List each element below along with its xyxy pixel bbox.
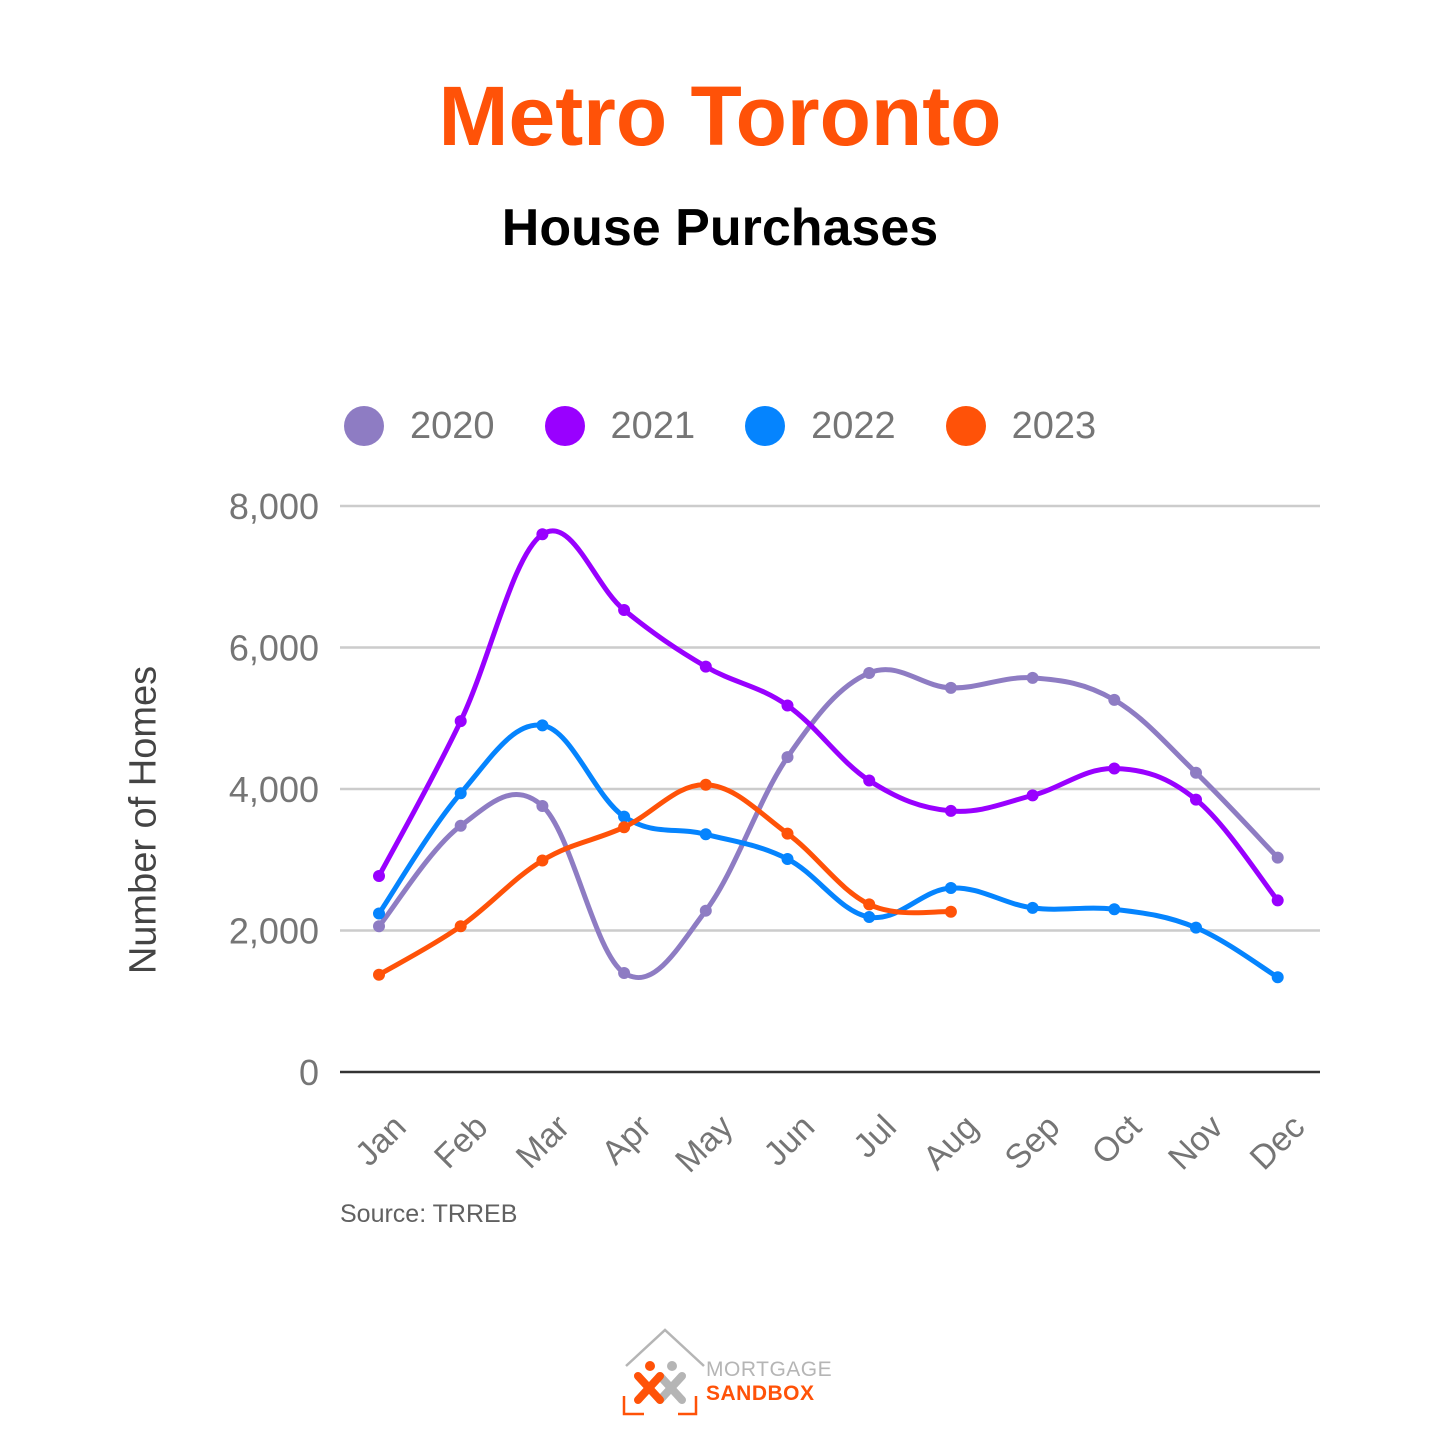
series-line: [376, 722, 1281, 980]
series-2022: [373, 719, 1284, 984]
legend-item-2022[interactable]: 2022: [745, 405, 896, 448]
data-point[interactable]: [618, 810, 631, 823]
y-tick-label: 2,000: [229, 911, 319, 952]
x-tick-label: Jun: [756, 1108, 822, 1174]
x-tick-label: Aug: [916, 1108, 986, 1178]
data-point[interactable]: [699, 778, 712, 791]
data-point[interactable]: [699, 660, 712, 673]
data-point[interactable]: [863, 898, 876, 911]
y-tick-label: 6,000: [229, 628, 319, 669]
x-tick-label: May: [668, 1108, 740, 1180]
data-point[interactable]: [944, 804, 957, 817]
x-tick-label: Dec: [1243, 1108, 1313, 1178]
data-point[interactable]: [373, 907, 385, 920]
data-point[interactable]: [373, 870, 385, 883]
data-point[interactable]: [1190, 793, 1202, 806]
data-point[interactable]: [699, 828, 712, 841]
data-point[interactable]: [944, 882, 957, 895]
series-2020: [373, 666, 1284, 981]
data-point[interactable]: [373, 920, 385, 933]
mortgage-sandbox-logo: MORTGAGE SANDBOX: [620, 1326, 833, 1418]
data-point[interactable]: [944, 905, 957, 918]
legend-label: 2023: [1011, 404, 1097, 447]
data-point[interactable]: [454, 715, 467, 728]
data-point[interactable]: [1108, 903, 1121, 916]
legend-item-2021[interactable]: 2021: [544, 404, 696, 448]
x-tick-label: Feb: [427, 1108, 495, 1176]
legend-label: 2020: [410, 404, 495, 447]
y-axis-title: Number of Homes: [122, 665, 165, 975]
data-point[interactable]: [454, 819, 467, 832]
data-point[interactable]: [781, 853, 794, 866]
x-tick-label: Apr: [594, 1108, 658, 1172]
data-point[interactable]: [1271, 971, 1284, 984]
x-tick-label: Jan: [348, 1108, 414, 1174]
series-2023: [373, 778, 957, 981]
legend-dot-icon: [344, 406, 384, 446]
series-line: [376, 528, 1281, 903]
y-tick-label: 0: [299, 1052, 319, 1093]
data-point[interactable]: [781, 827, 794, 840]
data-point[interactable]: [373, 968, 385, 981]
legend-dot-icon: [544, 406, 585, 446]
legend-label: 2022: [811, 404, 896, 447]
data-point[interactable]: [1271, 894, 1284, 907]
data-point[interactable]: [863, 911, 876, 924]
series-2021: [373, 528, 1284, 907]
legend-label: 2021: [610, 404, 696, 447]
logo-text-sandbox: SANDBOX: [706, 1382, 815, 1405]
house-logo-icon: [622, 1328, 705, 1416]
data-point[interactable]: [1108, 693, 1121, 706]
data-point[interactable]: [536, 854, 549, 867]
chart-subtitle: House Purchases: [501, 199, 939, 257]
data-point[interactable]: [1026, 671, 1039, 684]
data-point[interactable]: [618, 821, 631, 834]
chart-legend: 2020 2021 2022 2023: [344, 398, 1146, 454]
series-lines: [373, 528, 1284, 984]
data-point[interactable]: [454, 787, 467, 800]
data-point[interactable]: [944, 681, 957, 694]
data-point[interactable]: [1190, 921, 1202, 934]
data-point[interactable]: [863, 774, 876, 787]
x-axis-ticks: Jan Feb Mar Apr May Jun Jul Aug Sep Oct Nov Dec: [348, 1107, 1312, 1180]
data-point[interactable]: [781, 699, 794, 712]
data-point[interactable]: [618, 604, 631, 617]
y-tick-label: 4,000: [229, 769, 319, 810]
data-point[interactable]: [1271, 851, 1284, 864]
y-tick-label: 8,000: [229, 486, 319, 527]
data-point[interactable]: [1108, 762, 1121, 775]
y-axis-ticks: 0 2,000 4,000 6,000 8,000: [229, 486, 319, 1093]
data-point[interactable]: [1026, 789, 1039, 802]
legend-dot-icon: [945, 406, 986, 446]
data-point[interactable]: [1190, 766, 1202, 779]
x-tick-label: Sep: [998, 1108, 1068, 1178]
logo-text-mortgage: MORTGAGE: [706, 1358, 833, 1381]
data-point[interactable]: [536, 528, 549, 541]
chart-title: Metro Toronto: [438, 69, 1002, 163]
gridlines: [340, 504, 1320, 932]
data-point[interactable]: [454, 920, 467, 933]
series-line: [376, 782, 954, 978]
data-point[interactable]: [699, 904, 712, 917]
legend-item-2023[interactable]: 2023: [945, 404, 1097, 448]
x-tick-label: Jul: [846, 1108, 904, 1166]
legend-dot-icon: [745, 406, 786, 446]
data-point[interactable]: [536, 799, 549, 812]
data-point[interactable]: [618, 966, 631, 979]
data-point[interactable]: [863, 666, 876, 679]
data-point[interactable]: [1026, 901, 1039, 914]
data-point[interactable]: [781, 751, 794, 764]
legend-item-2020[interactable]: 2020: [344, 405, 495, 448]
data-point[interactable]: [536, 719, 549, 732]
x-tick-label: Mar: [509, 1108, 577, 1176]
source-note: Source: TRREB: [340, 1200, 518, 1228]
x-tick-label: Oct: [1085, 1107, 1150, 1172]
x-tick-label: Nov: [1161, 1108, 1231, 1178]
